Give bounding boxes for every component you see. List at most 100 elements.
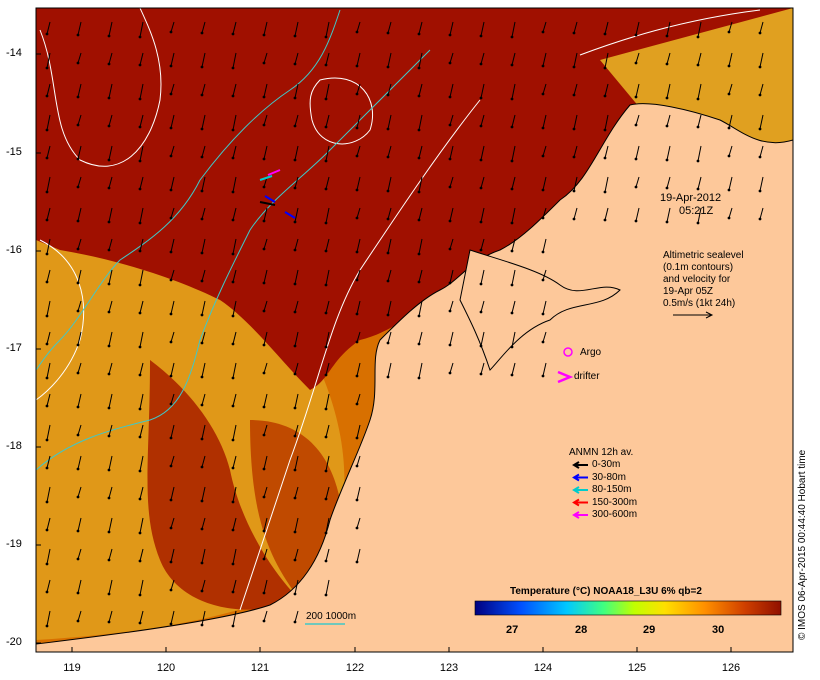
velocity-arrowhead — [324, 345, 328, 349]
velocity-arrowhead — [138, 407, 142, 411]
velocity-arrowhead — [448, 61, 452, 65]
velocity-arrowhead — [448, 309, 452, 313]
velocity-arrowhead — [231, 314, 235, 318]
velocity-arrow — [418, 145, 423, 159]
velocity-arrowhead — [293, 496, 297, 500]
velocity-arrow — [46, 238, 51, 255]
velocity-arrow — [325, 393, 330, 410]
velocity-arrow — [325, 145, 330, 162]
velocity-arrowhead — [479, 96, 483, 100]
velocity-arrowhead — [200, 561, 204, 565]
velocity-arrow — [480, 269, 485, 285]
velocity-arrowhead — [169, 464, 173, 468]
velocity-arrows — [45, 21, 764, 628]
land-mainland — [36, 103, 793, 652]
velocity-arrow — [232, 83, 237, 97]
velocity-arrowhead — [45, 466, 49, 470]
velocity-arrowhead — [262, 433, 266, 437]
velocity-arrowhead — [293, 248, 297, 252]
velocity-arrow — [46, 548, 51, 565]
velocity-arrow — [356, 145, 361, 157]
velocity-arrowhead — [293, 310, 297, 314]
velocity-arrowhead — [262, 247, 266, 251]
velocity-arrowhead — [293, 558, 297, 562]
velocity-arrowhead — [758, 93, 762, 97]
velocity-arrowhead — [169, 560, 173, 564]
velocity-arrow — [356, 52, 361, 67]
velocity-arrow — [449, 362, 454, 374]
velocity-arrowhead — [293, 406, 297, 410]
velocity-arrow — [666, 114, 671, 127]
velocity-arrowhead — [45, 624, 49, 628]
lon-tick-label: 122 — [345, 662, 365, 674]
velocity-arrowhead — [45, 94, 49, 98]
velocity-arrow — [232, 269, 237, 283]
velocity-arrow — [232, 548, 237, 565]
warm-water-region — [36, 8, 793, 390]
velocity-arrowhead — [231, 590, 235, 594]
drifter-label: drifter — [574, 371, 600, 382]
velocity-arrow — [139, 300, 144, 314]
velocity-arrow — [573, 21, 578, 34]
velocity-arrow — [201, 548, 206, 564]
velocity-arrow — [697, 145, 702, 162]
velocity-arrow — [77, 393, 82, 408]
velocity-arrow — [542, 238, 547, 253]
velocity-arrowhead — [572, 93, 576, 97]
velocity-arrow — [77, 331, 82, 346]
velocity-arrowhead — [386, 251, 390, 255]
anmn-legend-label: 150-300m — [592, 496, 638, 508]
velocity-arrowhead — [200, 499, 204, 503]
velocity-arrowhead — [169, 216, 173, 220]
velocity-arrowhead — [107, 34, 111, 38]
velocity-arrowhead — [355, 526, 359, 530]
velocity-arrow — [232, 52, 237, 69]
velocity-arrow — [77, 207, 82, 222]
velocity-arrow — [325, 176, 330, 190]
velocity-arrow — [108, 83, 113, 99]
velocity-arrowhead — [107, 468, 111, 472]
sealevel-contour — [36, 239, 85, 401]
velocity-arrowhead — [634, 157, 638, 161]
velocity-arrowhead — [45, 528, 49, 532]
velocity-arrow — [635, 114, 640, 126]
velocity-arrow — [263, 362, 268, 374]
velocity-arrowhead — [510, 373, 514, 377]
velocity-arrow — [449, 207, 454, 222]
velocity-arrow — [294, 548, 299, 561]
velocity-arrowhead — [572, 217, 576, 221]
velocity-arrow — [356, 114, 361, 129]
velocity-arrow — [325, 362, 330, 376]
velocity-arrowhead — [355, 402, 359, 406]
velocity-arrow — [511, 145, 516, 162]
velocity-arrow — [728, 207, 733, 219]
velocity-arrowhead — [293, 158, 297, 162]
velocity-arrowhead — [293, 468, 297, 472]
velocity-arrow — [232, 455, 237, 469]
velocity-arrowhead — [696, 97, 700, 101]
velocity-arrow — [356, 455, 361, 467]
land-peninsula — [459, 249, 621, 371]
velocity-arrowhead — [355, 64, 359, 68]
velocity-arrowhead — [386, 155, 390, 159]
velocity-arrowhead — [262, 123, 266, 127]
velocity-arrow — [635, 52, 640, 64]
velocity-arrowhead — [510, 187, 514, 191]
velocity-arrowhead — [479, 158, 483, 162]
velocity-arrow — [170, 486, 175, 501]
velocity-arrowhead — [169, 154, 173, 158]
velocity-arrow — [697, 52, 702, 66]
velocity-arrow — [356, 362, 361, 377]
altimetry-note-line: Altimetric sealevel — [663, 250, 744, 261]
velocity-arrow — [294, 517, 299, 533]
velocity-arrow — [108, 486, 113, 499]
velocity-arrow — [728, 52, 733, 67]
velocity-arrow — [542, 83, 547, 95]
velocity-arrow — [46, 424, 51, 441]
velocity-arrowhead — [45, 590, 49, 594]
velocity-arrow — [356, 269, 361, 281]
velocity-arrowhead — [510, 311, 514, 315]
velocity-arrow — [232, 207, 237, 221]
velocity-arrowhead — [758, 31, 762, 35]
